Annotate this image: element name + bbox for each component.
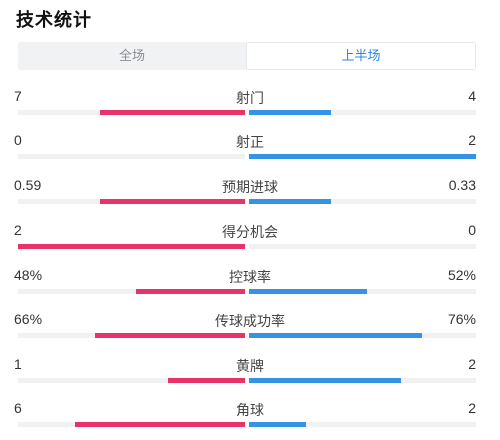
stat-row-shots: 7 射门 4 — [0, 84, 500, 124]
away-value: 0.33 — [448, 177, 476, 193]
home-value: 66% — [14, 311, 43, 327]
home-bar — [167, 378, 245, 383]
away-bar — [249, 289, 368, 294]
home-bar-track — [18, 199, 245, 204]
stat-row-yellow-cards: 1 黄牌 2 — [0, 352, 500, 392]
home-bar — [136, 289, 245, 294]
away-value: 2 — [468, 356, 476, 372]
home-value: 0.59 — [14, 177, 42, 193]
home-bar-track — [18, 289, 245, 294]
stat-label: 角球 — [236, 402, 264, 418]
home-bar-track — [18, 244, 245, 249]
home-bar-track — [18, 378, 245, 383]
home-bar — [95, 333, 245, 338]
away-value: 0 — [468, 222, 476, 238]
stat-label: 控球率 — [229, 269, 271, 285]
away-bar-track — [249, 289, 476, 294]
away-bar — [249, 199, 331, 204]
stat-label: 射正 — [236, 134, 264, 150]
home-bar-track — [18, 154, 245, 159]
away-bar — [249, 378, 402, 383]
period-tabs: 全场 上半场 — [18, 42, 476, 70]
home-bar — [74, 422, 245, 427]
tab-full-match[interactable]: 全场 — [118, 48, 145, 63]
stat-row-pass-accuracy: 66% 传球成功率 76% — [0, 307, 500, 347]
away-bar-track — [249, 199, 476, 204]
away-value: 52% — [447, 267, 476, 283]
home-value: 6 — [14, 400, 22, 416]
home-bar-track — [18, 333, 245, 338]
stat-label: 射门 — [236, 90, 264, 106]
home-bar — [18, 244, 245, 249]
tab-first-half[interactable]: 上半场 — [246, 42, 476, 70]
stat-row-expected-goals: 0.59 预期进球 0.33 — [0, 173, 500, 213]
away-bar-track — [249, 333, 476, 338]
away-bar — [249, 110, 331, 115]
away-bar-track — [249, 154, 476, 159]
away-bar-track — [249, 422, 476, 427]
away-bar — [249, 154, 476, 159]
home-bar-track — [18, 422, 245, 427]
home-value: 1 — [14, 356, 22, 372]
home-value: 48% — [14, 267, 43, 283]
stat-label: 预期进球 — [222, 179, 278, 195]
home-bar-track — [18, 110, 245, 115]
stat-row-shots-on-target: 0 射正 2 — [0, 128, 500, 168]
away-bar — [249, 422, 306, 427]
home-value: 0 — [14, 132, 22, 148]
page-title: 技术统计 — [16, 10, 92, 30]
home-value: 7 — [14, 88, 22, 104]
stat-label: 得分机会 — [222, 224, 278, 240]
home-bar — [99, 199, 245, 204]
away-value: 2 — [468, 400, 476, 416]
away-value: 2 — [468, 132, 476, 148]
away-value: 4 — [468, 88, 476, 104]
away-bar-track — [249, 244, 476, 249]
stat-label: 传球成功率 — [215, 313, 285, 329]
stat-label: 黄牌 — [236, 358, 264, 374]
stat-row-scoring-chances: 2 得分机会 0 — [0, 218, 500, 258]
away-bar — [249, 333, 422, 338]
stat-row-corners: 6 角球 2 — [0, 396, 500, 436]
away-bar-track — [249, 378, 476, 383]
home-bar — [99, 110, 245, 115]
away-bar-track — [249, 110, 476, 115]
away-value: 76% — [447, 311, 476, 327]
stat-row-possession: 48% 控球率 52% — [0, 263, 500, 303]
home-value: 2 — [14, 222, 22, 238]
